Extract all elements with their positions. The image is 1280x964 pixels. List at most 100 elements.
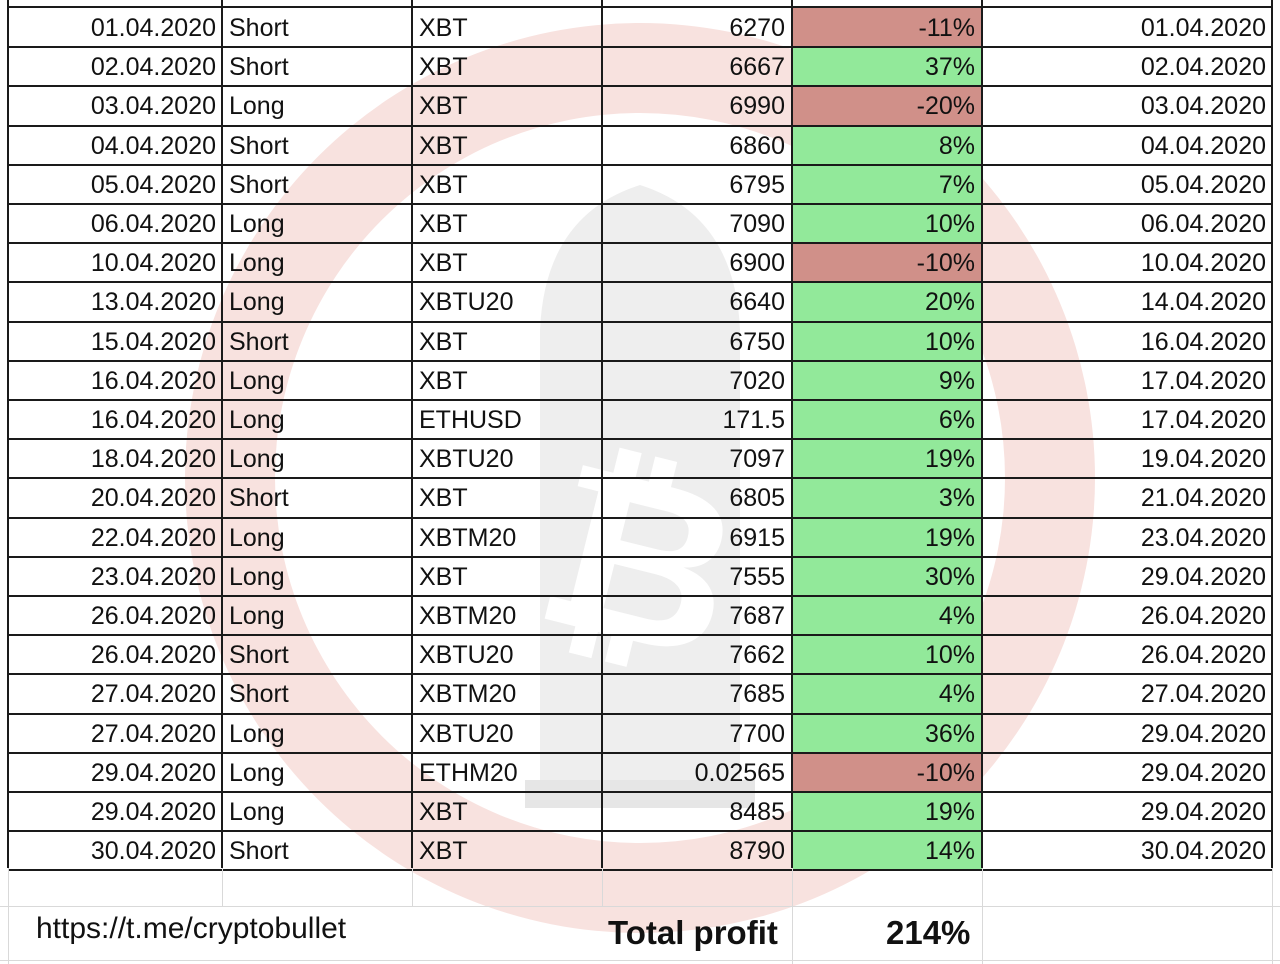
profit-cell[interactable]: 10% — [792, 635, 982, 675]
entry-date-cell[interactable]: 16.04.2020 — [90, 406, 216, 434]
side-cell[interactable]: Long — [229, 602, 285, 630]
symbol-cell[interactable]: XBT — [419, 210, 468, 238]
exit-date-cell[interactable]: 10.04.2020 — [1140, 249, 1266, 278]
side-cell[interactable]: Short — [229, 680, 289, 709]
symbol-cell[interactable]: XBT — [419, 53, 468, 82]
profit-cell[interactable]: 10% — [792, 321, 982, 361]
symbol-cell[interactable]: XBTU20 — [419, 719, 514, 748]
side-cell[interactable]: Long — [229, 249, 285, 278]
side-cell[interactable]: Long — [229, 92, 285, 121]
profit-cell[interactable]: 19% — [792, 517, 982, 557]
price-cell[interactable]: 7687 — [729, 602, 785, 630]
entry-date-cell[interactable]: 15.04.2020 — [90, 327, 216, 356]
side-cell[interactable]: Long — [229, 798, 285, 826]
price-cell[interactable]: 6990 — [729, 92, 785, 121]
exit-date-cell[interactable]: 29.04.2020 — [1140, 758, 1266, 787]
price-cell[interactable]: 7555 — [729, 562, 785, 591]
entry-date-cell[interactable]: 10.04.2020 — [90, 249, 216, 278]
side-cell[interactable]: Long — [229, 562, 285, 591]
symbol-cell[interactable]: XBTU20 — [419, 445, 514, 474]
price-cell[interactable]: 6860 — [729, 131, 785, 160]
price-cell[interactable]: 0.02565 — [694, 758, 785, 787]
symbol-cell[interactable]: XBT — [419, 327, 468, 356]
entry-date-cell[interactable]: 16.04.2020 — [90, 366, 216, 395]
exit-date-cell[interactable]: 27.04.2020 — [1140, 680, 1266, 709]
exit-date-cell[interactable]: 01.04.2020 — [1140, 14, 1266, 42]
profit-cell[interactable]: 7% — [792, 164, 982, 204]
side-cell[interactable]: Long — [229, 366, 285, 395]
price-cell[interactable]: 7700 — [729, 719, 785, 748]
entry-date-cell[interactable]: 29.04.2020 — [90, 798, 216, 826]
exit-date-cell[interactable]: 21.04.2020 — [1140, 484, 1266, 513]
side-cell[interactable]: Long — [229, 445, 285, 474]
symbol-cell[interactable]: XBTM20 — [419, 680, 517, 709]
entry-date-cell[interactable]: 29.04.2020 — [90, 758, 216, 787]
profit-cell[interactable]: -10% — [792, 243, 982, 283]
profit-cell[interactable]: 4% — [792, 674, 982, 714]
entry-date-cell[interactable]: 18.04.2020 — [90, 445, 216, 474]
side-cell[interactable]: Short — [229, 53, 289, 82]
entry-date-cell[interactable]: 04.04.2020 — [90, 131, 216, 160]
symbol-cell[interactable]: XBT — [419, 366, 468, 395]
exit-date-cell[interactable]: 06.04.2020 — [1140, 210, 1266, 238]
exit-date-cell[interactable]: 26.04.2020 — [1140, 641, 1266, 670]
side-cell[interactable]: Long — [229, 406, 285, 434]
exit-date-cell[interactable]: 29.04.2020 — [1140, 719, 1266, 748]
symbol-cell[interactable]: XBT — [419, 837, 468, 866]
profit-cell[interactable]: 14% — [792, 831, 982, 871]
side-cell[interactable]: Long — [229, 719, 285, 748]
exit-date-cell[interactable]: 19.04.2020 — [1140, 445, 1266, 474]
entry-date-cell[interactable]: 03.04.2020 — [90, 92, 216, 121]
exit-date-cell[interactable]: 04.04.2020 — [1140, 131, 1266, 160]
entry-date-cell[interactable]: 20.04.2020 — [90, 484, 216, 513]
price-cell[interactable]: 8485 — [729, 798, 785, 826]
entry-date-cell[interactable]: 22.04.2020 — [90, 523, 216, 552]
profit-cell[interactable]: -20% — [792, 86, 982, 126]
exit-date-cell[interactable]: 17.04.2020 — [1140, 366, 1266, 395]
price-cell[interactable]: 171.5 — [722, 406, 785, 434]
price-cell[interactable]: 7097 — [729, 445, 785, 474]
exit-date-cell[interactable]: 26.04.2020 — [1140, 602, 1266, 630]
side-cell[interactable]: Long — [229, 210, 285, 238]
exit-date-cell[interactable]: 03.04.2020 — [1140, 92, 1266, 121]
entry-date-cell[interactable]: 02.04.2020 — [90, 53, 216, 82]
price-cell[interactable]: 6795 — [729, 170, 785, 199]
price-cell[interactable]: 7685 — [729, 680, 785, 709]
profit-cell[interactable]: 8% — [792, 125, 982, 165]
exit-date-cell[interactable]: 16.04.2020 — [1140, 327, 1266, 356]
side-cell[interactable]: Short — [229, 327, 289, 356]
price-cell[interactable]: 6900 — [729, 249, 785, 278]
price-cell[interactable]: 6750 — [729, 327, 785, 356]
exit-date-cell[interactable]: 29.04.2020 — [1140, 562, 1266, 591]
price-cell[interactable]: 6805 — [729, 484, 785, 513]
symbol-cell[interactable]: XBT — [419, 562, 468, 591]
profit-cell[interactable]: 19% — [792, 792, 982, 831]
entry-date-cell[interactable]: 01.04.2020 — [90, 14, 216, 42]
side-cell[interactable]: Short — [229, 14, 289, 42]
side-cell[interactable]: Long — [229, 758, 285, 787]
side-cell[interactable]: Long — [229, 288, 285, 317]
entry-date-cell[interactable]: 26.04.2020 — [90, 602, 216, 630]
entry-date-cell[interactable]: 27.04.2020 — [90, 680, 216, 709]
price-cell[interactable]: 6270 — [729, 14, 785, 42]
entry-date-cell[interactable]: 13.04.2020 — [90, 288, 216, 317]
telegram-link[interactable]: https://t.me/cryptobullet — [36, 912, 347, 945]
exit-date-cell[interactable]: 30.04.2020 — [1140, 837, 1266, 866]
symbol-cell[interactable]: XBT — [419, 798, 468, 826]
profit-cell[interactable]: 37% — [792, 47, 982, 87]
symbol-cell[interactable]: XBT — [419, 92, 468, 121]
symbol-cell[interactable]: XBT — [419, 170, 468, 199]
entry-date-cell[interactable]: 06.04.2020 — [90, 210, 216, 238]
exit-date-cell[interactable]: 05.04.2020 — [1140, 170, 1266, 199]
side-cell[interactable]: Short — [229, 131, 289, 160]
price-cell[interactable]: 6915 — [729, 523, 785, 552]
side-cell[interactable]: Short — [229, 837, 289, 866]
symbol-cell[interactable]: XBT — [419, 14, 468, 42]
symbol-cell[interactable]: XBT — [419, 249, 468, 278]
profit-cell[interactable]: 10% — [792, 204, 982, 243]
side-cell[interactable]: Short — [229, 484, 289, 513]
profit-cell[interactable]: 20% — [792, 282, 982, 322]
profit-cell[interactable]: -10% — [792, 752, 982, 792]
profit-cell[interactable]: 6% — [792, 400, 982, 439]
symbol-cell[interactable]: XBTU20 — [419, 288, 514, 317]
